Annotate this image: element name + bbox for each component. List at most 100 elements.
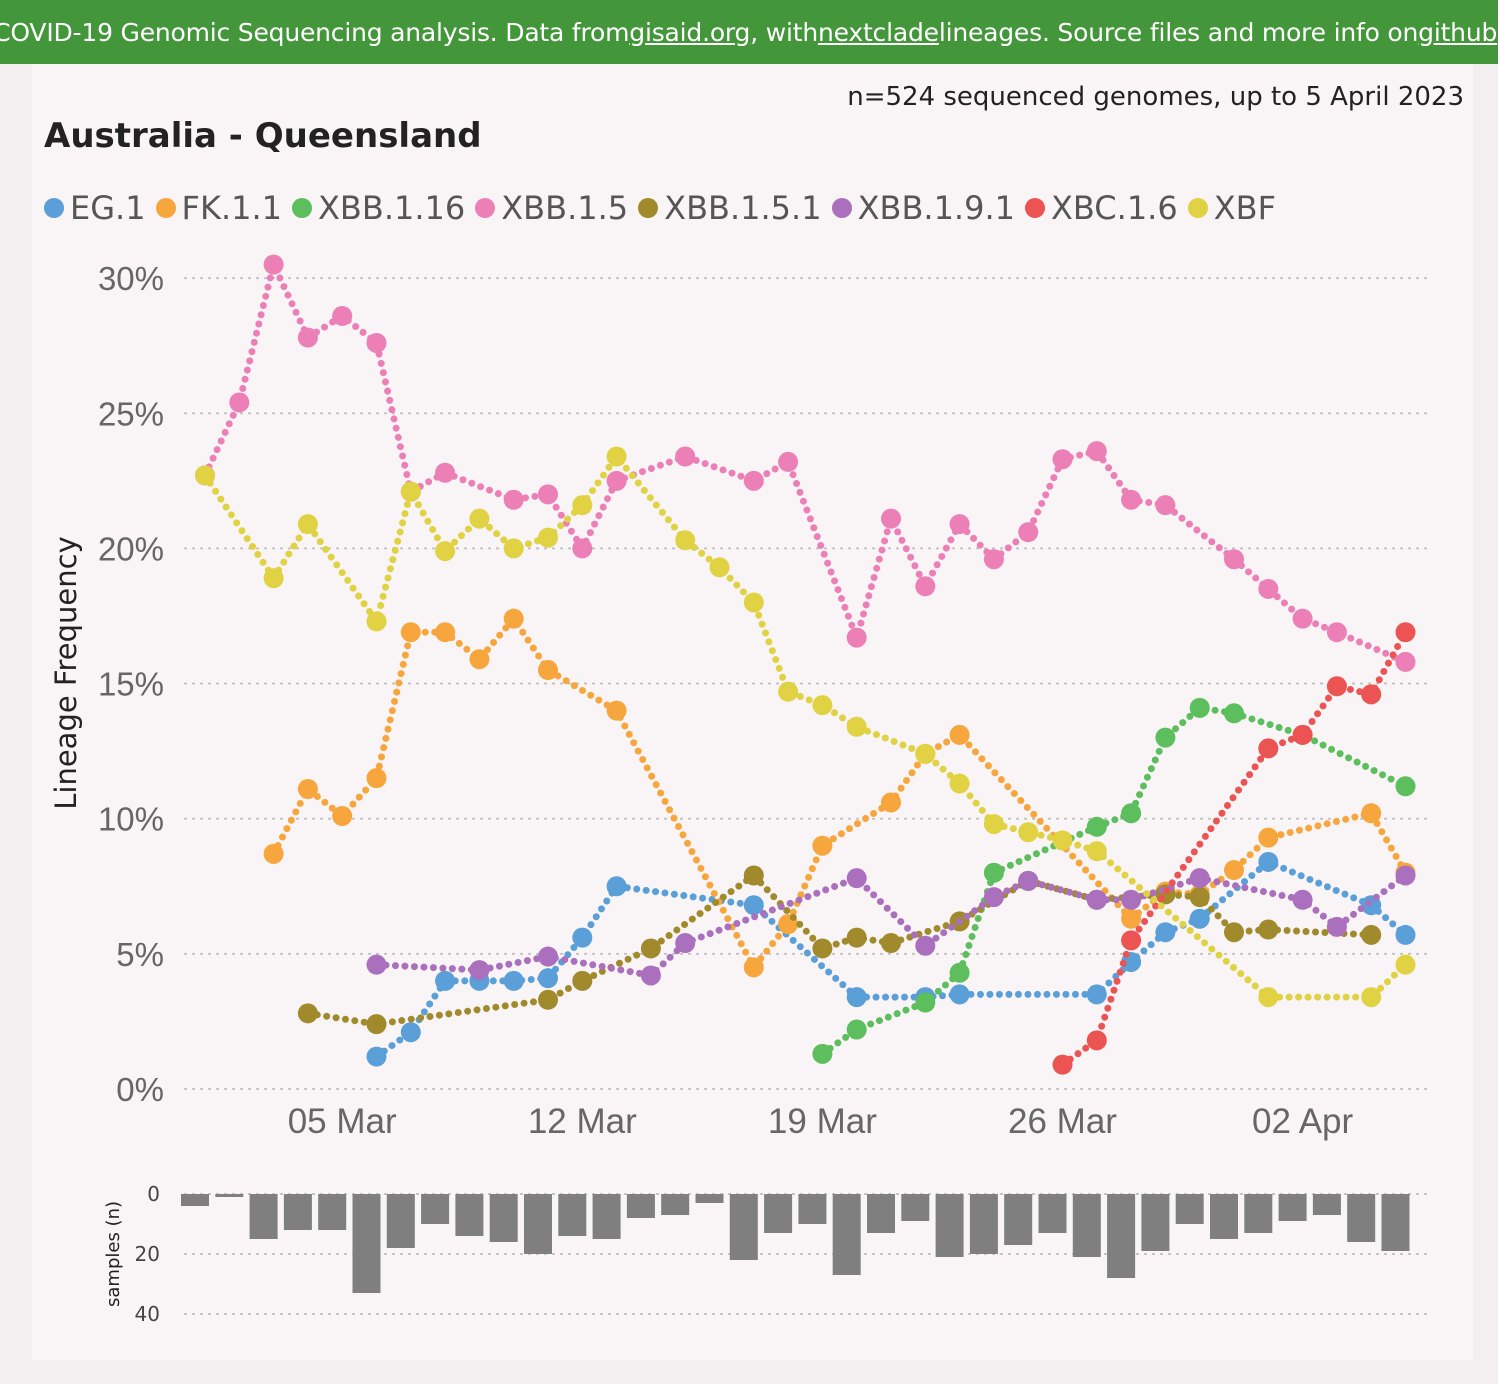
legend-item[interactable]: XBB.1.16 (292, 189, 465, 227)
x-tick-label: 26 Mar (1008, 1102, 1117, 1141)
data-point (1189, 908, 1210, 929)
sample-bar (524, 1194, 552, 1254)
sample-bar (1038, 1194, 1067, 1233)
data-point (778, 451, 799, 472)
data-point (983, 887, 1004, 908)
header-banner: COVID-19 Genomic Sequencing analysis. Da… (0, 0, 1498, 64)
data-point (1086, 984, 1107, 1005)
data-point (1292, 608, 1313, 629)
data-point (1292, 724, 1313, 745)
data-point (1258, 851, 1279, 872)
data-point (1189, 697, 1210, 718)
legend-item[interactable]: FK.1.1 (155, 189, 282, 227)
github-link[interactable]: github (1418, 17, 1498, 47)
y-tick-label: 10% (98, 801, 164, 838)
legend-dot-icon (155, 198, 176, 218)
data-point (297, 778, 318, 799)
data-point (846, 987, 867, 1008)
data-point (1086, 816, 1107, 837)
data-point (1258, 738, 1279, 759)
data-point (1121, 930, 1142, 951)
data-point (846, 1019, 867, 1040)
y-tick-label: 5% (116, 936, 164, 973)
legend-dot-icon (638, 198, 659, 218)
data-point (675, 530, 696, 551)
series-line (1059, 628, 1409, 1069)
legend-label: XBB.1.5 (501, 189, 629, 227)
legend-label: EG.1 (70, 189, 146, 227)
data-point (915, 743, 936, 764)
data-point (881, 792, 901, 813)
data-point (1155, 727, 1176, 748)
sample-bar (901, 1194, 930, 1221)
sample-bar (1004, 1194, 1033, 1245)
legend-item[interactable]: XBB.1.5.1 (638, 189, 822, 227)
data-point (743, 592, 764, 613)
data-point (915, 935, 936, 956)
data-point (675, 933, 696, 954)
data-point (503, 970, 524, 991)
data-point (538, 946, 558, 967)
legend-item[interactable]: XBF (1187, 189, 1276, 227)
data-point (675, 446, 696, 467)
legend-item[interactable]: XBB.1.5 (475, 189, 628, 227)
sample-bar (215, 1194, 244, 1197)
sample-bar (421, 1194, 450, 1224)
data-point (297, 1003, 318, 1024)
series-line (201, 452, 1409, 1001)
data-point (1258, 987, 1279, 1008)
sample-bar (798, 1194, 827, 1224)
sample-bar (592, 1194, 621, 1239)
sample-bar (1107, 1194, 1136, 1278)
data-point (538, 527, 558, 548)
data-point (538, 968, 558, 989)
gisaid-link[interactable]: gisaid.org (629, 17, 751, 47)
data-point (1395, 651, 1416, 672)
series-line (373, 871, 1409, 979)
data-point (1258, 578, 1279, 599)
legend-label: XBF (1213, 189, 1276, 227)
data-point (1121, 889, 1142, 910)
legend-item[interactable]: XBB.1.9.1 (831, 189, 1015, 227)
bar-y-tick-label: 40 (135, 1302, 160, 1326)
sample-bar (626, 1194, 655, 1218)
data-point (743, 865, 764, 886)
sample-bar (832, 1194, 861, 1275)
data-point (949, 773, 970, 794)
data-point (400, 622, 421, 643)
data-point (1395, 954, 1416, 975)
chart-title: Australia - Queensland (44, 116, 482, 156)
data-point (606, 876, 627, 897)
sample-bar (1210, 1194, 1238, 1239)
data-point (332, 305, 353, 326)
data-point (1052, 449, 1073, 470)
data-point (983, 814, 1004, 835)
data-point (1052, 830, 1073, 851)
data-point (949, 962, 970, 983)
data-point (263, 254, 284, 275)
legend-dot-icon (475, 198, 496, 218)
sample-bar (1347, 1194, 1376, 1242)
nextclade-link[interactable]: nextclade (817, 17, 939, 47)
data-point (1224, 549, 1244, 570)
data-point (743, 957, 764, 978)
data-point (846, 927, 867, 948)
data-point (606, 446, 627, 467)
legend-dot-icon (292, 198, 312, 218)
data-point (881, 508, 901, 529)
data-point (332, 805, 353, 826)
bar-y-tick-label: 0 (147, 1182, 160, 1206)
legend-item[interactable]: XBC.1.6 (1024, 189, 1178, 227)
data-point (1361, 924, 1382, 945)
data-point (263, 568, 284, 589)
data-point (812, 835, 833, 856)
data-point (366, 954, 387, 975)
data-point (1326, 676, 1347, 697)
legend-item[interactable]: EG.1 (44, 189, 146, 227)
legend-label: XBB.1.5.1 (664, 189, 822, 227)
data-point (1155, 922, 1176, 943)
sample-bar (489, 1194, 518, 1242)
data-point (297, 327, 318, 348)
data-point (1361, 803, 1382, 824)
